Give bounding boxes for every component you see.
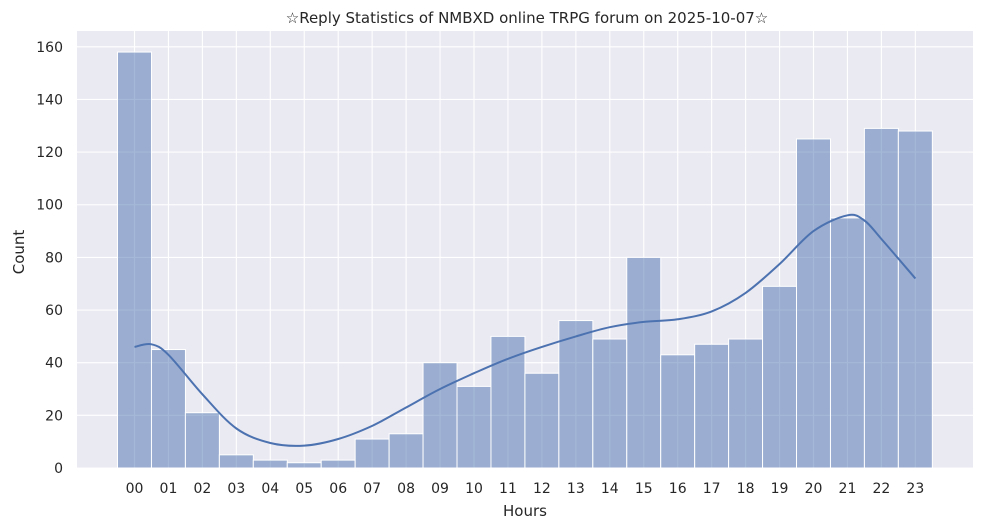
bar-06 bbox=[320, 459, 356, 469]
x-tick-label: 20 bbox=[805, 481, 823, 497]
x-tick-label: 16 bbox=[669, 481, 687, 497]
y-tick-label: 20 bbox=[45, 408, 63, 424]
bar-15 bbox=[626, 256, 662, 469]
x-tick-label: 00 bbox=[126, 481, 144, 497]
y-tick-label: 0 bbox=[54, 461, 63, 477]
y-tick-label: 120 bbox=[36, 145, 63, 161]
x-tick-label: 11 bbox=[499, 481, 517, 497]
y-tick-label: 160 bbox=[36, 40, 63, 56]
bar-07 bbox=[354, 438, 390, 469]
x-tick-label: 18 bbox=[737, 481, 755, 497]
x-tick-label: 02 bbox=[193, 481, 211, 497]
x-tick-label: 04 bbox=[261, 481, 279, 497]
bar-13 bbox=[558, 320, 594, 469]
x-tick-label: 01 bbox=[160, 481, 178, 497]
bar-01 bbox=[150, 349, 186, 469]
x-tick-label: 12 bbox=[533, 481, 551, 497]
bar-03 bbox=[218, 454, 254, 469]
x-tick-label: 10 bbox=[465, 481, 483, 497]
bar-16 bbox=[660, 354, 696, 469]
x-tick-label: 19 bbox=[771, 481, 789, 497]
bar-12 bbox=[524, 372, 560, 469]
bar-19 bbox=[762, 285, 798, 469]
bar-10 bbox=[456, 385, 492, 469]
bar-04 bbox=[252, 459, 288, 469]
x-axis-label: Hours bbox=[503, 502, 547, 520]
x-tick-label: 22 bbox=[872, 481, 890, 497]
x-tick-label: 17 bbox=[703, 481, 721, 497]
bar-14 bbox=[592, 338, 628, 469]
x-tick-label: 21 bbox=[839, 481, 857, 497]
x-tick-label: 06 bbox=[329, 481, 347, 497]
chart-title: ☆Reply Statistics of NMBXD online TRPG f… bbox=[286, 9, 769, 27]
x-tick-label: 08 bbox=[397, 481, 415, 497]
bar-21 bbox=[829, 217, 865, 469]
x-tick-label: 15 bbox=[635, 481, 653, 497]
bar-18 bbox=[728, 338, 764, 469]
x-tick-labels: 00 01 02 03 04 05 06 07 08 09 10 11 12 13 14 15 16 17 18 19… bbox=[126, 481, 925, 497]
bar-22 bbox=[863, 127, 899, 469]
x-tick-label: 03 bbox=[227, 481, 245, 497]
y-tick-label: 100 bbox=[36, 198, 63, 214]
x-tick-label: 13 bbox=[567, 481, 585, 497]
x-tick-label: 09 bbox=[431, 481, 449, 497]
y-tick-label: 40 bbox=[45, 356, 63, 372]
x-tick-label: 23 bbox=[906, 481, 924, 497]
y-tick-label: 60 bbox=[45, 303, 63, 319]
y-tick-label: 80 bbox=[45, 250, 63, 266]
y-tick-label: 140 bbox=[36, 92, 63, 108]
bar-20 bbox=[796, 138, 831, 469]
bar-05 bbox=[286, 462, 322, 469]
bar-00 bbox=[117, 51, 152, 469]
bar-08 bbox=[388, 433, 424, 469]
x-tick-label: 05 bbox=[295, 481, 313, 497]
bars bbox=[117, 51, 933, 469]
bar-11 bbox=[490, 335, 526, 469]
x-tick-label: 14 bbox=[601, 481, 619, 497]
bar-09 bbox=[422, 362, 458, 469]
bar-23 bbox=[897, 130, 933, 469]
x-tick-label: 07 bbox=[363, 481, 381, 497]
bar-02 bbox=[184, 412, 220, 469]
kde-curve bbox=[134, 213, 917, 447]
y-axis-label: Count bbox=[10, 230, 28, 275]
y-tick-labels: 0 20 40 60 80 100 120 140 160 bbox=[36, 40, 63, 477]
bar-17 bbox=[694, 343, 730, 469]
